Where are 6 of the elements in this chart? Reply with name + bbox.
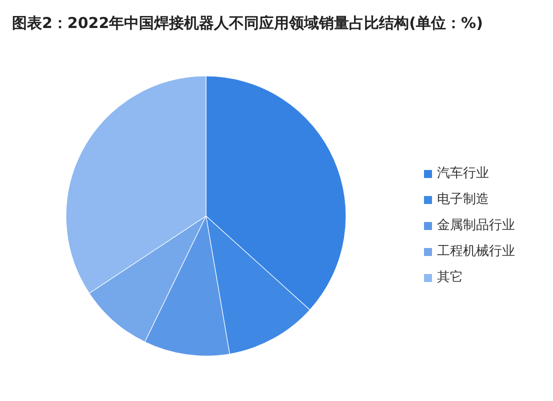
legend-label: 工程机械行业 (437, 243, 515, 261)
legend-label: 汽车行业 (437, 165, 489, 183)
chart-title: 图表2：2022年中国焊接机器人不同应用领域销量占比结构(单位：%) (11, 13, 484, 34)
legend-label: 其它 (437, 269, 463, 287)
legend-label: 金属制品行业 (437, 217, 515, 235)
legend-label: 电子制造 (437, 191, 489, 209)
